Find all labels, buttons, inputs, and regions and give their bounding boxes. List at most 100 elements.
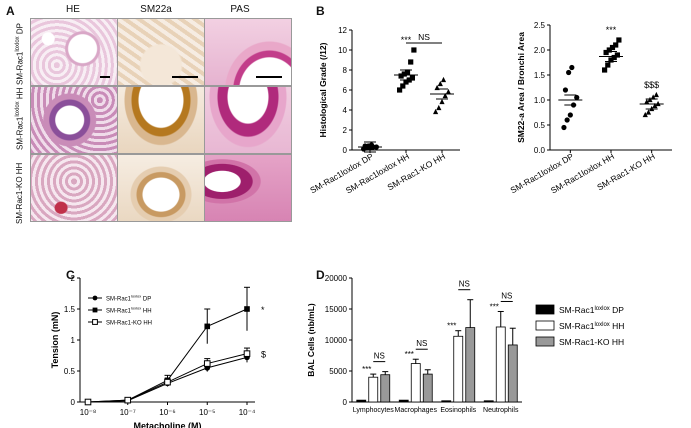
data-point bbox=[652, 102, 658, 109]
column-header-sm22a: SM22a bbox=[140, 4, 172, 15]
y-tick-label: 10 bbox=[338, 46, 347, 55]
row-label-ko: SM-Rac1-KO HH bbox=[15, 162, 24, 224]
significance-label: $ bbox=[261, 350, 266, 360]
data-point bbox=[203, 360, 211, 367]
y-tick-label: 10000 bbox=[325, 336, 348, 345]
sm22a-image-ko bbox=[117, 154, 205, 222]
legend-marker bbox=[92, 295, 98, 301]
data-point bbox=[204, 323, 211, 330]
data-point bbox=[642, 111, 648, 118]
scale-bar-sm22a bbox=[172, 76, 198, 78]
y-tick-label: 1 bbox=[71, 336, 76, 345]
panel-b-label: B bbox=[316, 4, 325, 18]
data-point bbox=[164, 378, 171, 386]
sm22a-image-dp bbox=[117, 18, 205, 86]
y-tick-label: 5000 bbox=[329, 367, 347, 376]
legend-label: SM-Rac1-KO HH bbox=[106, 321, 152, 327]
data-point bbox=[564, 117, 570, 123]
bar bbox=[422, 373, 433, 403]
y-tick-label: 1.5 bbox=[64, 305, 76, 314]
data-point bbox=[368, 142, 375, 148]
panel-b-svg: 0 2 4 6 8 10 12 Histological Grade (/12) SM-Rac1… bbox=[308, 21, 672, 196]
chart-b-left: 0 2 4 6 8 10 12 Histological Grade (/12) SM-Rac1… bbox=[308, 26, 460, 196]
data-point bbox=[436, 104, 442, 111]
data-point bbox=[401, 71, 407, 77]
he-image-hh bbox=[30, 86, 118, 154]
y-tick-label: 2 bbox=[343, 126, 348, 135]
bar bbox=[410, 363, 421, 403]
data-point bbox=[609, 44, 616, 51]
bar bbox=[368, 376, 379, 403]
data-point bbox=[645, 109, 652, 115]
data-point bbox=[397, 87, 403, 93]
legend-marker bbox=[92, 307, 98, 313]
data-point bbox=[644, 98, 650, 105]
bracket-label: NS bbox=[416, 339, 427, 348]
column-header-pas: PAS bbox=[230, 4, 250, 15]
data-point bbox=[603, 49, 609, 56]
scale-bar-he bbox=[100, 76, 110, 78]
x-tick-label: Eosinophils bbox=[440, 407, 476, 414]
bracket-label: NS bbox=[459, 280, 470, 289]
data-point bbox=[574, 94, 580, 101]
bar bbox=[398, 399, 409, 403]
bar bbox=[465, 327, 476, 403]
data-point bbox=[408, 59, 414, 65]
bracket-label: NS bbox=[418, 32, 430, 42]
data-point bbox=[608, 57, 614, 63]
x-tick-label: Neutrophils bbox=[483, 407, 519, 414]
legend-label: SM-Rac1loxlox HH bbox=[559, 321, 624, 331]
significance-label: *** bbox=[606, 25, 617, 35]
data-point bbox=[411, 47, 417, 53]
data-point bbox=[400, 83, 406, 89]
data-point bbox=[616, 37, 622, 43]
y-tick-label: 0 bbox=[343, 398, 348, 407]
significance-label: *** bbox=[405, 350, 414, 359]
y-tick-label: 4 bbox=[343, 106, 348, 115]
y-tick-label: 1.5 bbox=[534, 71, 546, 80]
legend-label: SM-Rac1-KO HH bbox=[559, 337, 624, 347]
data-point bbox=[566, 69, 572, 76]
data-point bbox=[653, 91, 659, 98]
y-tick-label: 20000 bbox=[325, 274, 348, 283]
y-tick-label: 6 bbox=[343, 86, 348, 95]
bar bbox=[453, 335, 464, 403]
legend-swatch bbox=[535, 336, 555, 347]
data-point bbox=[433, 108, 439, 115]
x-tick-label: Lymphocytes bbox=[353, 407, 394, 414]
column-header-he: HE bbox=[66, 4, 80, 15]
data-point bbox=[442, 92, 448, 99]
data-point bbox=[437, 80, 443, 87]
y-tick-label: 0.5 bbox=[64, 367, 76, 376]
bar bbox=[356, 399, 367, 403]
data-point bbox=[562, 87, 569, 93]
x-tick-label: SM-Rac1loxlox HH bbox=[344, 151, 411, 196]
significance-label: *** bbox=[362, 365, 371, 374]
y-tick-label: 8 bbox=[343, 66, 348, 75]
significance-label: *** bbox=[401, 35, 412, 45]
y-tick-label: 0 bbox=[343, 146, 348, 155]
row-label-dp: SM-Rac1loxlox DP bbox=[15, 22, 25, 85]
data-point bbox=[244, 306, 250, 312]
bar bbox=[495, 326, 506, 403]
panel-a-label: A bbox=[6, 4, 15, 18]
significance-label: *** bbox=[447, 322, 456, 331]
y-axis-label: BAL Cells (nb/mL) bbox=[306, 303, 316, 377]
data-point bbox=[243, 350, 251, 357]
scale-bar-pas bbox=[256, 76, 282, 78]
legend-swatch bbox=[535, 304, 555, 315]
y-tick-label: 2.0 bbox=[534, 46, 546, 55]
data-point bbox=[124, 396, 132, 404]
legend-label: SM-Rac1loxlox DP bbox=[106, 294, 151, 303]
y-tick-label: 1.0 bbox=[534, 96, 546, 105]
y-tick-label: 0 bbox=[71, 398, 76, 407]
y-tick-label: 2 bbox=[71, 274, 76, 283]
data-point bbox=[602, 67, 608, 73]
bar bbox=[441, 400, 452, 403]
y-axis-label: SM22-a Area / Bronchi Area bbox=[516, 32, 526, 143]
data-point bbox=[650, 94, 656, 100]
panel-d-svg: 0 5000 10000 15000 20000 BAL Cells (nb/mL) Lym… bbox=[306, 274, 624, 414]
y-tick-label: 15000 bbox=[325, 305, 348, 314]
pas-image-dp bbox=[204, 18, 292, 86]
panel-c-label: C bbox=[66, 268, 75, 282]
